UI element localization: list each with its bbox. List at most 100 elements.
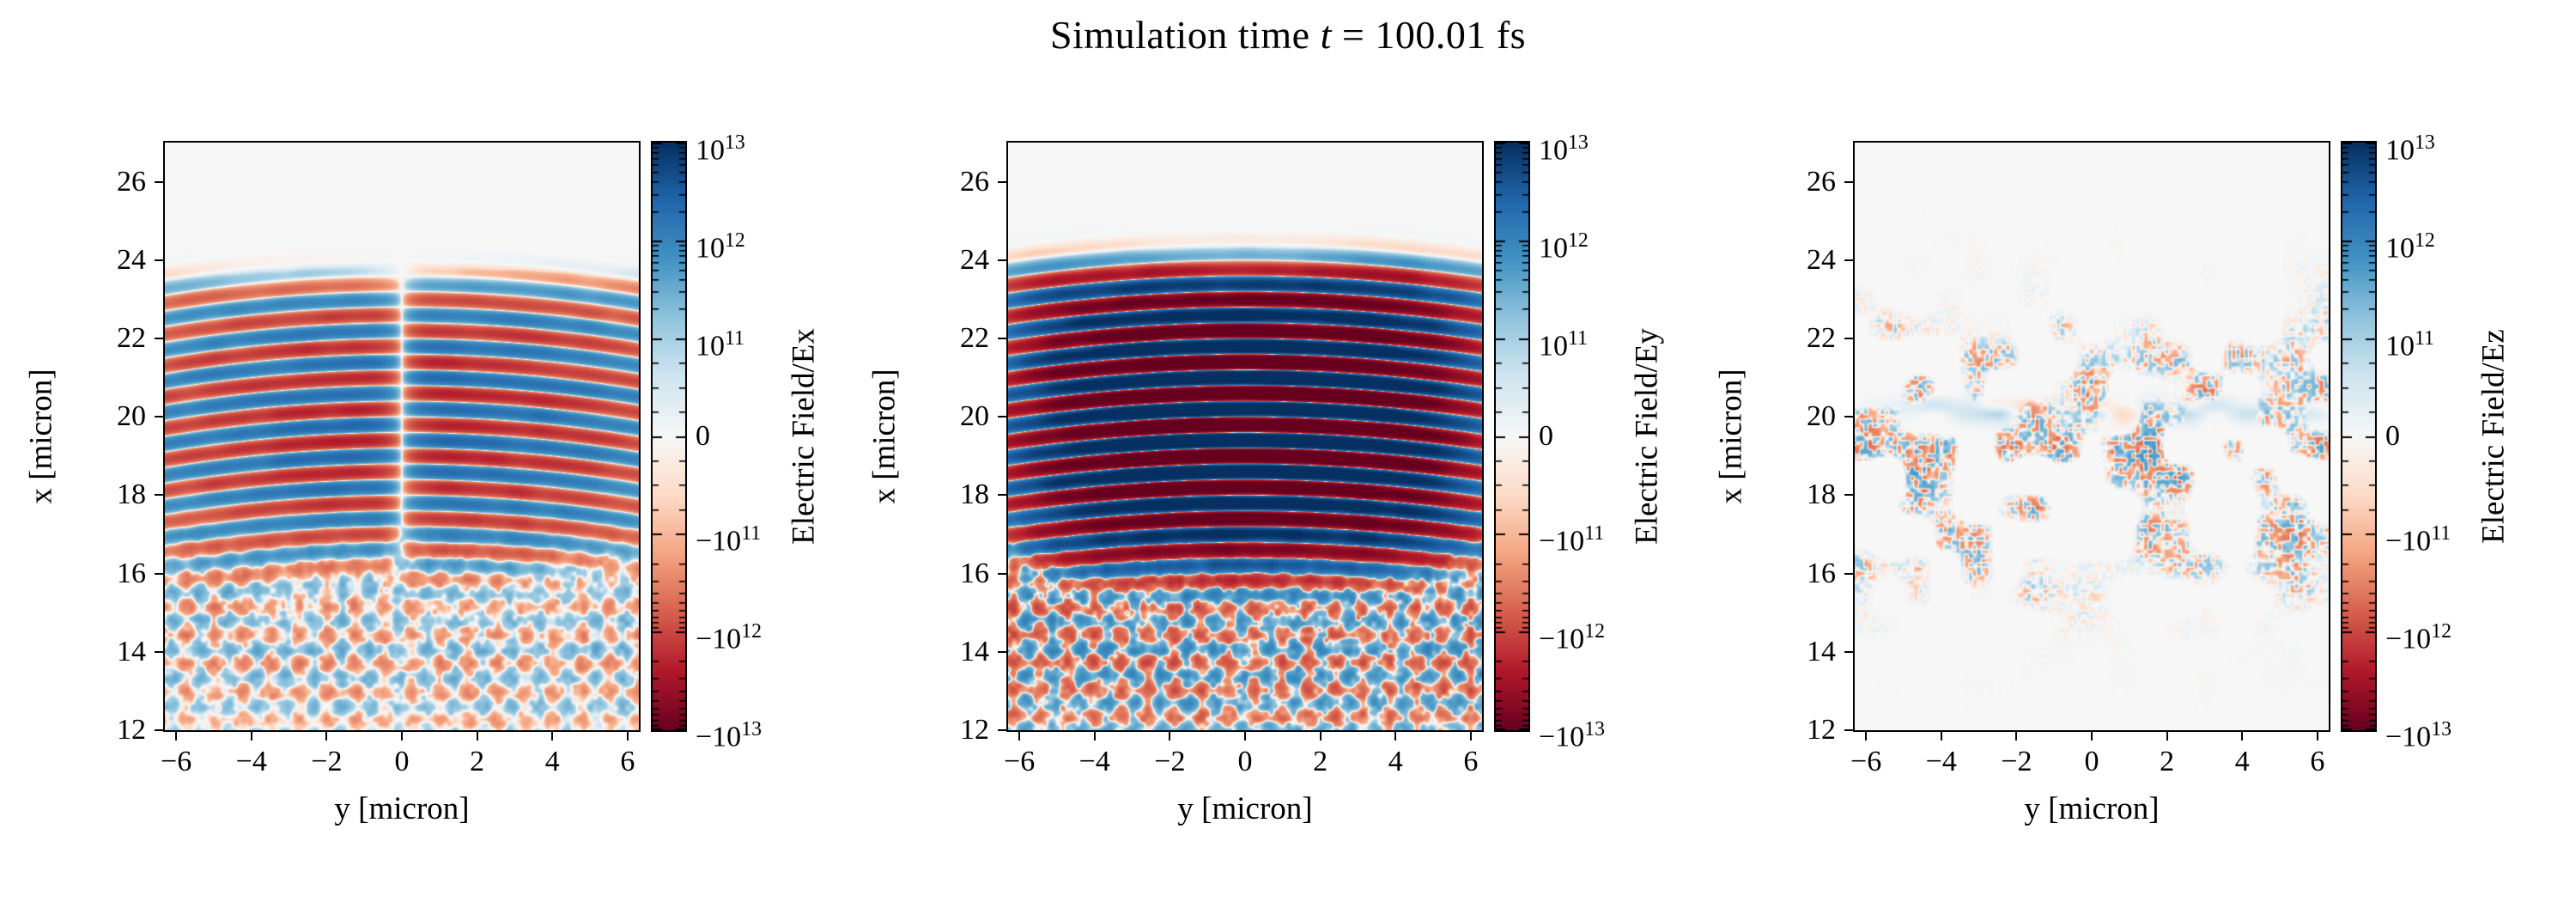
title-time-variable: t [1320,13,1332,57]
y-tick-label: 14 [1807,635,1836,667]
title-suffix: = 100.01 fs [1331,13,1527,57]
y-tick-label: 20 [960,400,989,433]
panel-ex: x [micron] y [micron] Electric Field/Ex … [12,110,836,883]
x-tick-label: 0 [1237,746,1253,777]
x-tick-mark [1093,732,1096,740]
x-tick-mark [325,732,328,740]
colorbar-canvas-ex [653,143,685,730]
colorbar-tick-label: −1013 [1539,718,1605,753]
colorbar-tick-label: −1013 [2385,718,2451,753]
x-tick-mark [2015,732,2018,740]
y-tick-mark [998,259,1006,261]
x-tick-mark [476,732,478,740]
heatmap-canvas-ez [1855,143,2329,730]
x-tick-label: 2 [2160,746,2175,777]
y-tick-label: 22 [960,322,989,354]
x-tick-label: −6 [1850,746,1882,777]
y-tick-mark [1844,572,1853,575]
colorbar-ez [2341,141,2377,732]
x-tick-label: −6 [161,746,192,777]
x-axis-label-ez: y [micron] [2024,791,2160,826]
y-tick-label: 18 [960,478,989,511]
heatmap-canvas-ey [1008,143,1482,730]
colorbar-tick-label: 1012 [1539,229,1589,265]
colorbar-tick-label: −1013 [696,718,762,753]
x-tick-label: −6 [1004,746,1036,777]
y-tick-mark [155,729,163,731]
y-tick-label: 26 [117,165,146,198]
heatmap-ex [163,141,641,732]
y-tick-mark [998,650,1006,653]
y-tick-mark [1844,494,1853,497]
y-tick-label: 24 [1807,243,1836,276]
y-tick-label: 26 [1807,165,1836,198]
y-tick-mark [1844,338,1853,339]
y-tick-label: 22 [1807,322,1836,354]
y-tick-mark [1844,259,1853,261]
y-tick-label: 12 [960,714,989,746]
x-tick-label: −4 [235,746,267,777]
x-tick-label: 6 [620,746,635,777]
figure-title: Simulation time t = 100.01 fs [0,12,2576,58]
y-tick-mark [155,180,163,183]
y-tick-mark [998,416,1006,418]
y-tick-label: 24 [960,243,989,276]
panel-ey: x [micron] y [micron] Electric Field/Ey … [855,110,1680,883]
x-tick-label: 0 [394,746,410,777]
x-tick-mark [401,732,403,740]
colorbar-tick-label: −1012 [2385,620,2451,655]
colorbar-canvas-ez [2342,143,2375,730]
y-axis-label-ey: x [micron] [866,369,902,504]
y-tick-mark [155,416,163,418]
colorbar-tick-label: 0 [1539,419,1553,452]
x-axis-label-ex: y [micron] [334,791,470,826]
y-tick-label: 24 [117,243,146,276]
x-tick-label: 4 [2234,746,2250,777]
x-tick-label: −2 [2001,746,2032,777]
x-tick-label: −4 [1078,746,1110,777]
y-tick-label: 18 [1807,478,1836,511]
x-tick-mark [2241,732,2244,740]
y-tick-mark [1844,180,1853,183]
colorbar-tick-label: 1011 [1539,326,1588,362]
colorbar-tick-label: 0 [696,419,710,452]
y-tick-mark [155,494,163,497]
x-tick-mark [2316,732,2318,740]
x-tick-mark [1169,732,1171,740]
y-tick-mark [1844,650,1853,653]
x-tick-label: −4 [1925,746,1957,777]
x-tick-mark [175,732,178,740]
y-tick-mark [998,180,1006,183]
y-tick-mark [1844,416,1853,418]
y-tick-mark [155,338,163,339]
x-tick-mark [2091,732,2093,740]
y-tick-mark [998,729,1006,731]
x-tick-label: −2 [311,746,343,777]
x-tick-mark [1940,732,1942,740]
colorbar-tick-label: 1012 [2385,229,2435,265]
colorbar-ey [1494,141,1530,732]
colorbar-tick-label: −1012 [696,620,762,655]
x-tick-label: −2 [1154,746,1186,777]
y-tick-mark [998,338,1006,339]
x-tick-mark [1319,732,1321,740]
y-tick-label: 16 [117,557,146,589]
y-tick-label: 22 [117,322,146,354]
x-tick-label: 4 [1388,746,1403,777]
colorbar-tick-label: 1011 [696,326,744,362]
panel-ez: x [micron] y [micron] Electric Field/Ez … [1702,110,2526,883]
x-tick-mark [1244,732,1246,740]
x-tick-label: 2 [470,746,485,777]
y-tick-label: 26 [960,165,989,198]
x-tick-label: 6 [2310,746,2325,777]
heatmap-canvas-ex [165,143,639,730]
y-tick-mark [998,494,1006,497]
y-tick-label: 16 [1807,557,1836,589]
y-tick-label: 14 [117,635,146,667]
y-tick-label: 20 [117,400,146,433]
y-tick-mark [155,650,163,653]
x-tick-mark [250,732,252,740]
x-tick-label: 0 [2084,746,2099,777]
y-tick-label: 20 [1807,400,1836,433]
